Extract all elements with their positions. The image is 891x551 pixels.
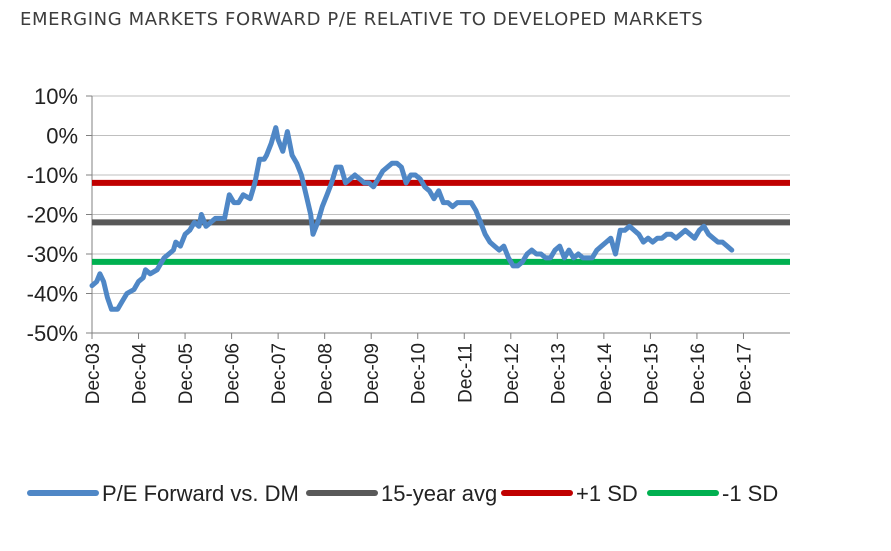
x-tick-label: Dec-03 <box>83 343 104 404</box>
x-tick-label: Dec-14 <box>595 343 616 405</box>
x-tick-label: Dec-05 <box>176 343 197 404</box>
x-tick-label: Dec-15 <box>641 343 662 404</box>
gridlines <box>92 95 790 334</box>
legend-label: +1 SD <box>576 481 638 506</box>
legend-label: P/E Forward vs. DM <box>102 481 299 506</box>
axes <box>86 95 790 339</box>
y-tick-label: 0% <box>46 124 78 149</box>
y-tick-label: -30% <box>27 242 78 267</box>
series <box>89 125 790 312</box>
x-tick-label: Dec-16 <box>688 343 709 404</box>
x-tick-label: Dec-17 <box>734 343 755 404</box>
y-tick-label: -20% <box>27 203 78 228</box>
legend: P/E Forward vs. DM 15-year avg +1 SD -1 SD <box>27 481 778 506</box>
x-tick-label: Dec-08 <box>316 343 337 404</box>
legend-label: -1 SD <box>722 481 778 506</box>
x-tick-label: Dec-11 <box>455 343 476 403</box>
chart-title: EMERGING MARKETS FORWARD P/E RELATIVE TO… <box>20 9 704 30</box>
x-tick-label: Dec-07 <box>269 343 290 404</box>
x-tick-label: Dec-04 <box>130 343 151 405</box>
y-tick-label: -50% <box>27 321 78 346</box>
x-tick-label: Dec-12 <box>502 343 523 404</box>
x-tick-labels: Dec-03 Dec-04 Dec-05 Dec-06 Dec-07 Dec-08 Dec-… <box>83 343 755 405</box>
y-tick-label: 10% <box>34 84 78 109</box>
x-tick-label: Dec-09 <box>362 343 383 404</box>
x-tick-label: Dec-10 <box>409 343 430 404</box>
y-tick-labels: 10% 0% -10% -20% -30% -40% -50% <box>27 84 78 346</box>
x-tick-label: Dec-13 <box>548 343 569 404</box>
series-line-pe-forward <box>89 125 735 312</box>
y-tick-label: -10% <box>27 163 78 188</box>
x-tick-label: Dec-06 <box>223 343 244 404</box>
legend-label: 15-year avg <box>381 481 497 506</box>
y-tick-label: -40% <box>27 282 78 307</box>
